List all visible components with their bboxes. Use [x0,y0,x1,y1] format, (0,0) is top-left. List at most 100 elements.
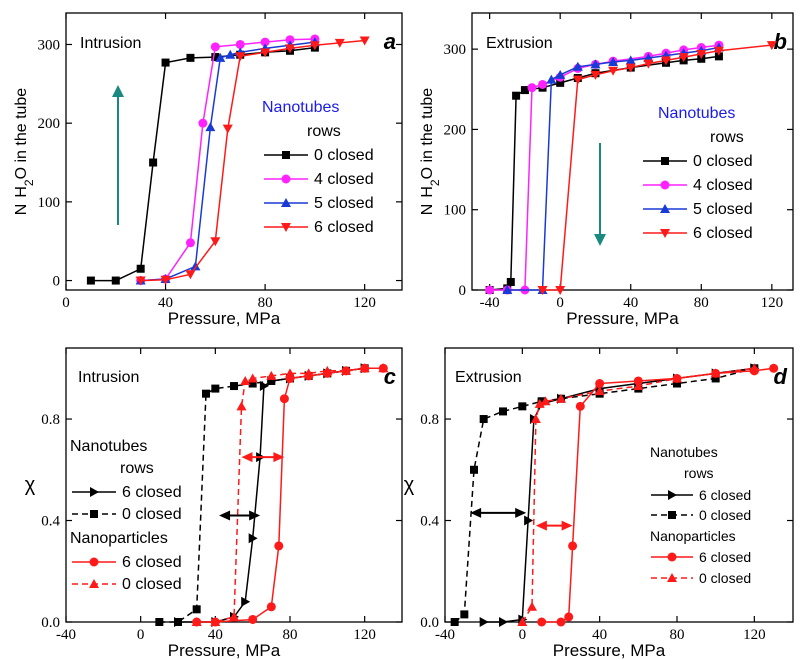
data-point [575,401,585,411]
panel-letter: a [384,29,396,54]
x-axis-label: Pressure, MPa [566,309,679,328]
data-point [211,384,220,393]
data-point [260,48,271,58]
y-axis-label-part: χ [404,474,415,496]
data-point [334,38,345,48]
y-tick-label: 0.0 [41,615,60,631]
legend-label: 0 closed [699,570,751,586]
data-point [546,74,557,84]
legend-marker [89,579,99,588]
legend-label: 5 closed [693,201,753,218]
series-2 [155,364,369,626]
y-tick-label: 300 [444,42,467,58]
hysteresis-arrow-head-left [219,510,231,521]
x-tick-label: -40 [480,295,500,311]
data-point [524,515,534,526]
legend-entry: 0 closed [72,506,182,523]
x-axis-label: Pressure, MPa [168,641,281,660]
legend-marker [661,157,669,165]
x-tick-label: 40 [592,627,607,643]
y-tick-label: 0.8 [41,412,60,428]
data-point [186,53,195,62]
data-point [711,374,720,383]
legend-marker [668,511,676,519]
series-line [140,38,315,282]
data-point [111,276,120,285]
x-tick-label: 120 [353,627,376,643]
legend-group-subtitle: rows [684,465,714,481]
direction-arrow [112,85,124,225]
legend-marker [668,490,677,500]
legend-label: 0 closed [699,507,751,523]
legend-entry: 5 closed [264,195,374,212]
y-axis-label: χ [25,474,36,496]
x-tick-label: -40 [56,627,76,643]
data-point [608,56,619,66]
data-point [259,381,269,392]
data-point [235,39,245,49]
y-tick-label: 0.8 [420,412,439,428]
x-tick-label: 120 [743,627,766,643]
data-point [714,52,723,61]
data-point [608,66,619,76]
data-point [749,363,760,373]
data-point [520,86,529,95]
x-tick-label: 80 [258,295,273,311]
data-point [625,55,636,65]
hysteresis-arrow-head-left [241,452,253,463]
hysteresis-arrow [470,507,527,518]
data-point [198,118,208,128]
data-point [568,541,578,551]
data-point [185,238,195,248]
panel-c: -40 0 40 80 120 0.0 0.4 0.8 Pressure, MPa χ Intrus… [25,347,403,660]
data-point [378,363,389,373]
data-point [572,61,583,71]
data-point [485,285,495,295]
plot-frame [471,12,794,291]
data-point [230,382,238,391]
data-point [594,386,605,396]
data-point [633,381,644,391]
legend-marker [90,487,99,497]
legend-entry: 6 closed [72,554,182,571]
data-point [479,617,489,627]
data-point [266,602,276,612]
data-point [672,373,682,383]
legend-marker [281,198,291,207]
series-3 [135,37,320,285]
data-point [241,596,251,607]
series-4 [517,363,760,626]
data-point [267,376,276,385]
panel-letter: b [774,29,787,54]
data-point [190,261,201,271]
data-point [155,618,164,626]
x-axis-label: Pressure, MPa [168,309,281,328]
data-point [530,414,541,424]
data-point [303,368,314,378]
legend-marker [90,510,98,518]
data-point [248,614,258,624]
data-point [572,75,583,85]
data-point [236,401,247,411]
hysteresis-arrow [241,452,285,463]
data-point [661,56,672,66]
series-4 [191,363,389,626]
legend-entry: 6 closed [72,484,182,501]
legend-entry: 6 closed [651,487,751,503]
series-line [196,367,384,623]
legend-label: 0 closed [693,153,753,170]
data-point [285,35,295,45]
y-axis-label: NH2O in the tube [419,88,442,216]
data-point [210,617,221,626]
series-1 [174,363,370,627]
data-point [769,363,779,373]
plot-frame [65,12,403,291]
data-point [518,402,527,411]
y-axis-label: χ [404,474,415,496]
data-point [564,612,574,622]
data-point [185,270,196,280]
legend-label: 0 closed [122,506,182,523]
data-point [537,397,546,406]
x-tick-label: 40 [158,295,173,311]
data-point [285,368,295,378]
